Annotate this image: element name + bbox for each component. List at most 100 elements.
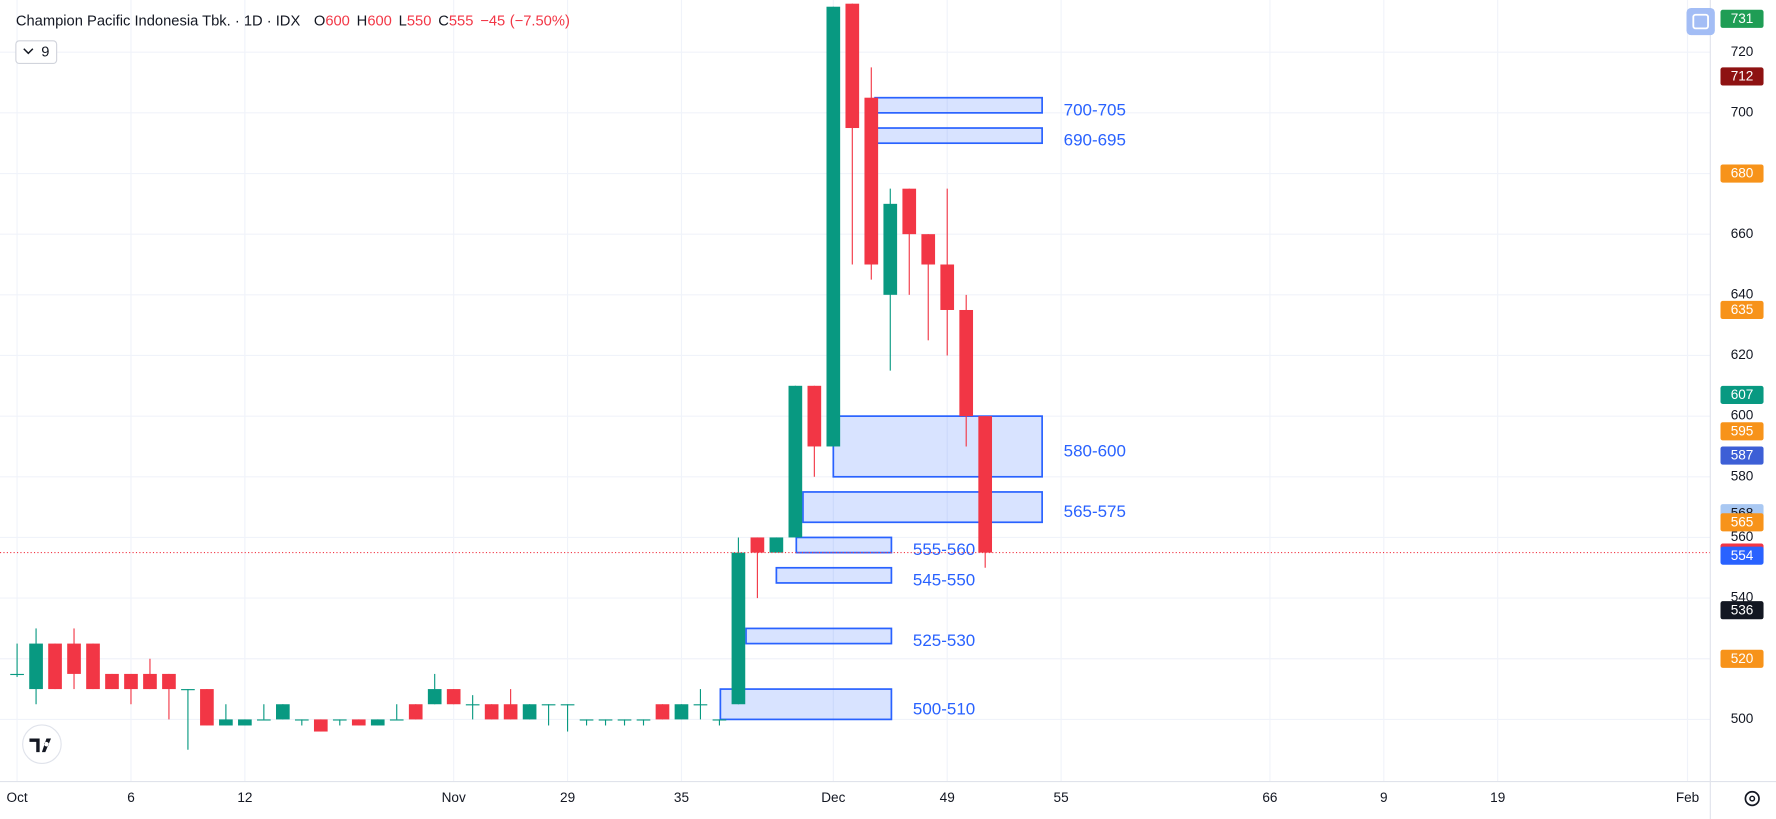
candle-body (636, 719, 651, 721)
candle-body (807, 385, 822, 447)
candle-body (446, 689, 461, 705)
price-tag (1720, 513, 1764, 532)
candle-body (788, 385, 803, 538)
candle-body (332, 719, 347, 721)
candle-body (370, 719, 385, 726)
y-tick-label: 580 (1731, 468, 1754, 483)
candle-body (921, 234, 936, 265)
price-tag-label: 565 (1731, 514, 1754, 529)
price-tag-label: 587 (1731, 448, 1754, 463)
candle-body (294, 719, 309, 721)
candle-body (674, 704, 689, 720)
candle-body (845, 3, 860, 129)
price-tag-label: 607 (1731, 387, 1754, 402)
candle-body (276, 704, 290, 720)
zone-label: 555-560 (913, 540, 975, 559)
candle-body (769, 537, 784, 553)
candle-body (200, 689, 214, 726)
price-tag-label: 520 (1731, 651, 1754, 666)
candle-body (560, 704, 575, 706)
zone-label: 525-530 (913, 631, 975, 650)
x-tick-label: 12 (237, 790, 252, 805)
candle-body (351, 719, 366, 726)
gear-icon[interactable] (1744, 790, 1760, 807)
ohlc-key: L (399, 13, 407, 29)
price-tag-label: 554 (1731, 548, 1754, 563)
zone-label: 500-510 (913, 699, 975, 718)
zone (775, 566, 893, 584)
zone (874, 127, 1043, 145)
x-tick-label: 49 (940, 790, 955, 805)
candle-body (238, 719, 252, 726)
candle-body (959, 309, 974, 417)
ohlc-key: O (314, 13, 325, 29)
candle-body (181, 689, 195, 691)
indicator-toggle[interactable] (15, 40, 58, 65)
price-tag (1720, 300, 1764, 320)
x-tick-label: 9 (1380, 790, 1388, 805)
x-tick-label: 19 (1490, 790, 1505, 805)
y-tick-label: 700 (1731, 104, 1754, 119)
y-tick-label: 600 (1731, 408, 1754, 423)
zone (795, 536, 893, 554)
candle-body (693, 704, 708, 706)
logo-badge[interactable] (22, 724, 62, 765)
zone-label: 690-695 (1064, 131, 1126, 150)
price-tag-label: 595 (1731, 423, 1754, 438)
change: −45 (480, 13, 505, 29)
logo (29, 738, 51, 753)
candle-body (313, 719, 328, 732)
candle-body (427, 689, 442, 705)
candle-body (826, 6, 841, 447)
x-tick-label: Nov (442, 790, 466, 805)
change-pct: (−7.50%) (510, 13, 570, 29)
candle-body (503, 704, 518, 720)
candle-body (105, 673, 119, 690)
candle-body (712, 719, 727, 721)
settings-button[interactable] (1686, 7, 1715, 36)
candle-body (143, 673, 157, 690)
candle-body (257, 719, 271, 721)
x-tick-label: Feb (1676, 790, 1699, 805)
button-icon (1692, 13, 1709, 30)
y-tick-label: 640 (1731, 286, 1754, 301)
candle-body (484, 704, 499, 720)
x-tick-label: 66 (1262, 790, 1277, 805)
candle-body (48, 643, 62, 690)
candle-body (940, 264, 955, 310)
candle-body (389, 719, 404, 721)
candle-body (902, 188, 917, 235)
price-tag-label: 712 (1731, 69, 1754, 84)
price-tag (1720, 385, 1764, 404)
ohlc-value: 550 (407, 13, 432, 29)
candle-body (162, 673, 176, 690)
price-tag (1720, 164, 1764, 183)
candle-body (617, 719, 632, 721)
chart-title: Champion Pacific Indonesia Tbk. · 1D · I… (16, 13, 301, 29)
zone (719, 688, 893, 721)
candle-body (579, 719, 594, 721)
header: Champion Pacific Indonesia Tbk. · 1D · I… (16, 13, 570, 29)
price-tag (1720, 446, 1764, 465)
ohlc-value: 600 (325, 13, 350, 29)
x-tick-label: 55 (1054, 790, 1069, 805)
price-tag (1720, 601, 1764, 620)
x-tick-label: 35 (674, 790, 689, 805)
price-tag-label: 635 (1731, 302, 1754, 317)
price-tag (1720, 67, 1764, 86)
price-tag (1720, 546, 1764, 565)
ohlc-value: 600 (367, 13, 392, 29)
candle-body (219, 719, 233, 726)
price-tag (1720, 649, 1764, 668)
price-tag-label: 536 (1731, 602, 1754, 617)
zone (802, 491, 1043, 524)
candle-body (67, 643, 81, 674)
ohlc-value: 555 (449, 13, 474, 29)
candle-body (864, 97, 879, 265)
y-tick-label: 500 (1731, 711, 1754, 726)
gear-hub (1749, 795, 1756, 802)
y-tick-label: 540 (1731, 590, 1754, 605)
